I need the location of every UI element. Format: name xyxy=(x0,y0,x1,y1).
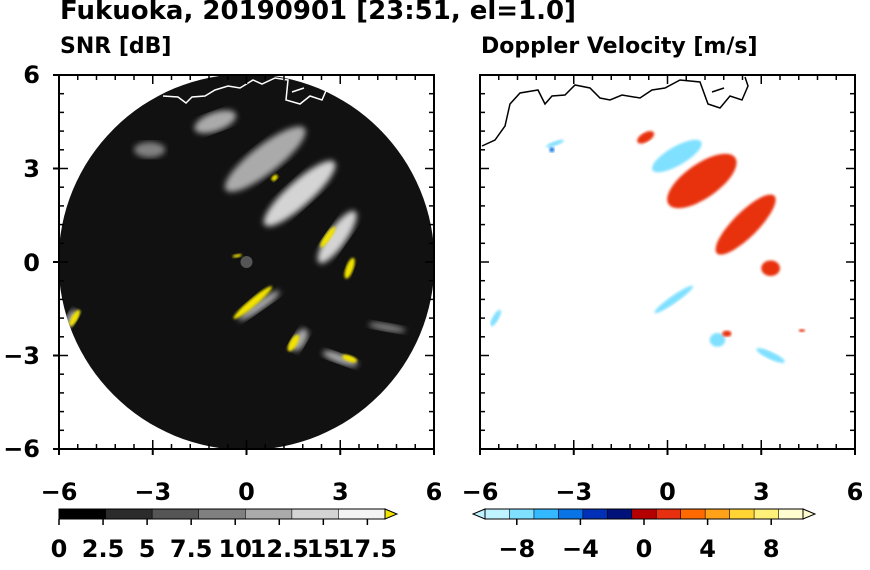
snr-panel-title: SNR [dB] xyxy=(60,34,172,59)
velocity-colorbar-swatch xyxy=(680,508,706,520)
snr-colorbar-frame xyxy=(58,508,386,520)
snr-colorbar-swatch xyxy=(338,508,386,520)
figure-title: Fukuoka, 20190901 [23:51, el=1.0] xyxy=(60,0,577,26)
snr-strong-echo xyxy=(320,226,336,248)
snr-y-tick-label: 6 xyxy=(23,61,40,89)
velocity-colorbar: −8 −4 0 4 8 xyxy=(471,508,817,563)
velocity-panel: −6 −3 0 3 6 −8 −4 0 4 8 xyxy=(462,74,864,563)
velocity-echo-region xyxy=(798,329,805,333)
snr-colorbar-swatch xyxy=(58,508,107,520)
velocity-colorbar-swatch xyxy=(558,508,584,520)
velocity-colorbar-swatch xyxy=(753,508,780,520)
velocity-echo-region xyxy=(715,194,776,255)
velocity-echo-region xyxy=(756,348,785,363)
velocity-echo-region xyxy=(637,131,655,144)
velocity-colorbar-tick-label: 4 xyxy=(699,535,716,563)
velocity-colorbar-swatch xyxy=(704,508,731,520)
snr-y-tick-label: 3 xyxy=(23,155,40,183)
snr-strong-echo xyxy=(287,334,300,352)
velocity-colorbar-swatch xyxy=(655,508,682,520)
velocity-colorbar-swatch xyxy=(607,508,633,520)
velocity-echo-region xyxy=(761,260,780,277)
snr-colorbar-tick-label: 10 xyxy=(219,535,252,563)
velocity-echo-region xyxy=(549,147,555,153)
velocity-colorbar-tick-label: 0 xyxy=(636,535,653,563)
velocity-colorbar-extend-max xyxy=(802,508,817,520)
snr-colorbar-swatch xyxy=(198,508,247,520)
snr-axis-ticks xyxy=(53,74,435,455)
snr-x-tick-label: −6 xyxy=(41,478,78,506)
snr-y-tick-label: 0 xyxy=(23,249,40,277)
snr-strong-echo xyxy=(342,354,358,363)
velocity-echo-region xyxy=(652,139,702,173)
coastline xyxy=(481,76,749,147)
snr-strong-echo xyxy=(344,257,355,279)
snr-x-tick-label: 3 xyxy=(332,478,349,506)
snr-y-tick-label: −6 xyxy=(3,435,40,463)
coastline xyxy=(162,76,329,105)
velocity-colorbar-tick-label: −8 xyxy=(498,535,535,563)
snr-strong-echo xyxy=(69,309,81,327)
snr-colorbar-swatch xyxy=(151,508,200,520)
snr-colorbar-tick-label: 17.5 xyxy=(338,535,397,563)
snr-colorbar-tick-label: 15 xyxy=(307,535,340,563)
velocity-x-tick-label: −3 xyxy=(555,478,592,506)
velocity-echo-region xyxy=(654,285,694,314)
snr-colorbar-tick-label: 0 xyxy=(51,535,68,563)
velocity-colorbar-extend-min xyxy=(471,508,486,520)
velocity-x-tick-label: −6 xyxy=(462,478,499,506)
snr-colorbar-tick-label: 7.5 xyxy=(170,535,213,563)
snr-echo-region xyxy=(238,290,280,321)
velocity-x-tick-label: 6 xyxy=(847,478,864,506)
snr-strong-echo xyxy=(233,286,273,319)
velocity-panel-title: Doppler Velocity [m/s] xyxy=(481,34,758,59)
velocity-echo-region xyxy=(722,330,732,337)
snr-x-tick-label: 0 xyxy=(238,478,255,506)
velocity-echo-region xyxy=(667,153,737,209)
snr-colorbar-extend-max xyxy=(384,508,399,520)
velocity-x-tick-label: 0 xyxy=(659,478,676,506)
snr-y-tick-label: −3 xyxy=(3,342,40,370)
velocity-x-tick-label: 3 xyxy=(753,478,770,506)
snr-echo-region xyxy=(224,126,306,192)
velocity-colorbar-swatch xyxy=(484,508,511,520)
velocity-echo-layer xyxy=(490,131,805,363)
snr-echo-region xyxy=(322,350,358,367)
velocity-axis-ticks xyxy=(479,74,856,455)
snr-echo-region xyxy=(194,110,237,134)
velocity-colorbar-swatch xyxy=(582,508,609,520)
snr-echo-region xyxy=(134,142,166,158)
snr-colorbar-tick-label: 12.5 xyxy=(250,535,309,563)
snr-strong-echo xyxy=(232,254,242,258)
snr-colorbar-swatch xyxy=(105,508,153,520)
snr-echo-region xyxy=(368,322,406,333)
radar-site-marker xyxy=(240,256,253,268)
snr-echo-region xyxy=(317,210,357,264)
velocity-echo-region xyxy=(490,309,502,327)
velocity-colorbar-swatch xyxy=(509,508,535,520)
velocity-colorbar-swatch xyxy=(631,508,658,520)
snr-x-tick-label: 6 xyxy=(426,478,443,506)
velocity-colorbar-tick-label: −4 xyxy=(562,535,599,563)
snr-panel: 6 3 0 −3 −6 −6 −3 0 3 6 0 2.5 5 7.5 1012.515… xyxy=(3,61,442,563)
velocity-colorbar-swatch xyxy=(533,508,560,520)
snr-x-tick-label: −3 xyxy=(134,478,171,506)
snr-colorbar-swatch xyxy=(244,508,293,520)
velocity-colorbar-swatch xyxy=(778,508,804,520)
snr-colorbar-tick-label: 5 xyxy=(139,535,156,563)
velocity-colorbar-tick-label: 8 xyxy=(763,535,780,563)
velocity-echo-region xyxy=(546,139,564,148)
snr-echo-region xyxy=(263,160,336,227)
snr-colorbar-swatch xyxy=(291,508,340,520)
snr-colorbar-tick-label: 2.5 xyxy=(82,535,125,563)
snr-echo-layer xyxy=(65,110,406,367)
velocity-echo-region xyxy=(709,333,726,347)
velocity-plot-frame xyxy=(479,74,856,450)
snr-strong-echo xyxy=(271,174,278,182)
velocity-colorbar-swatch xyxy=(729,508,755,520)
